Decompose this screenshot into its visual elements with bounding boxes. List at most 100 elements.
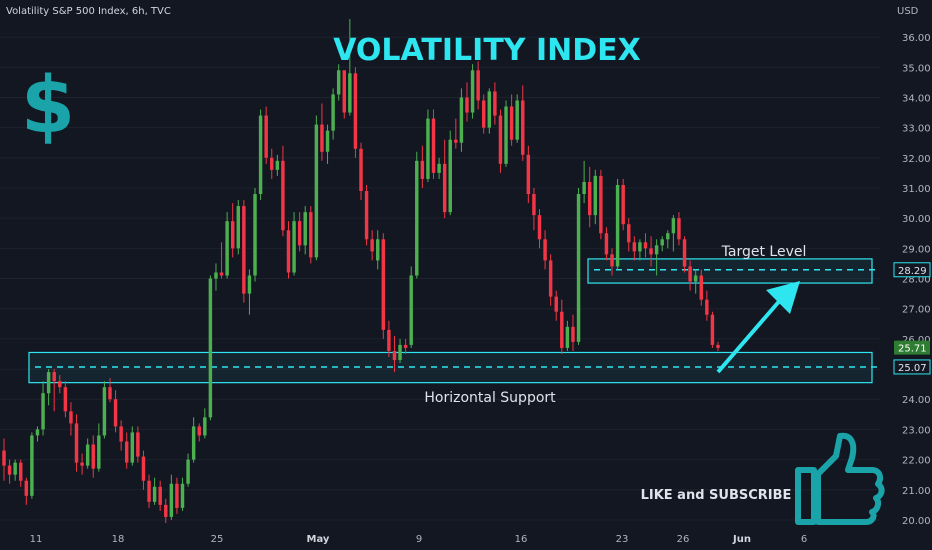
candle bbox=[548, 254, 553, 306]
candle bbox=[69, 402, 73, 436]
y-tick-label: 32.00 bbox=[902, 154, 931, 165]
candle bbox=[275, 154, 280, 176]
candle bbox=[376, 230, 380, 270]
x-tick-label: 6 bbox=[801, 534, 807, 545]
candle bbox=[30, 432, 34, 499]
candle bbox=[97, 423, 101, 472]
candle bbox=[247, 269, 252, 315]
candle bbox=[169, 474, 174, 520]
candle bbox=[710, 311, 715, 348]
x-tick-label: 25 bbox=[211, 534, 224, 545]
y-tick-label: 34.00 bbox=[902, 93, 931, 104]
candle bbox=[359, 142, 363, 201]
y-tick-label: 26.00 bbox=[902, 335, 931, 346]
subscribe-label: LIKE and SUBSCRIBE bbox=[641, 488, 792, 503]
candle bbox=[627, 218, 631, 252]
candle bbox=[705, 290, 709, 321]
zone-box bbox=[28, 351, 880, 384]
zones-layer bbox=[28, 258, 880, 384]
candle bbox=[392, 335, 397, 373]
candle bbox=[532, 187, 536, 231]
candle bbox=[431, 109, 436, 179]
x-tick-label: 11 bbox=[30, 534, 43, 545]
price-tag: 25.07 bbox=[893, 359, 931, 375]
candle bbox=[498, 109, 503, 173]
candles-layer bbox=[2, 18, 720, 523]
candle bbox=[41, 381, 45, 436]
candle bbox=[677, 212, 681, 246]
candle bbox=[571, 314, 575, 351]
y-tick-label: 29.00 bbox=[902, 244, 931, 255]
candle bbox=[24, 477, 29, 505]
y-tick-label: 31.00 bbox=[902, 184, 931, 195]
candle bbox=[197, 423, 201, 442]
candle bbox=[610, 248, 614, 276]
chart-grid bbox=[0, 36, 880, 521]
candle bbox=[158, 480, 162, 511]
dollar-sign-icon: $ bbox=[21, 61, 75, 151]
candle bbox=[331, 88, 335, 140]
candle bbox=[576, 187, 581, 345]
candle bbox=[230, 203, 235, 258]
candle bbox=[442, 139, 447, 219]
candle bbox=[102, 381, 107, 439]
x-tick-label: 9 bbox=[416, 534, 422, 545]
y-tick-label: 30.00 bbox=[902, 214, 931, 225]
x-tick-label: 26 bbox=[677, 534, 690, 545]
candle bbox=[693, 269, 698, 294]
candle bbox=[258, 109, 263, 201]
y-tick-label: 21.00 bbox=[902, 486, 931, 497]
candle bbox=[136, 426, 140, 463]
candle bbox=[699, 269, 703, 306]
candle bbox=[599, 169, 603, 240]
candle bbox=[7, 459, 12, 484]
candle bbox=[632, 236, 637, 261]
candle bbox=[509, 94, 514, 146]
candle bbox=[46, 369, 51, 406]
candle bbox=[565, 320, 570, 351]
y-tick-label: 35.00 bbox=[902, 63, 931, 74]
candle bbox=[314, 115, 319, 261]
price-tag: 25.71 bbox=[894, 340, 930, 355]
y-tick-label: 20.00 bbox=[902, 516, 931, 527]
candle bbox=[147, 474, 151, 508]
candle bbox=[119, 420, 123, 451]
candle bbox=[454, 118, 458, 149]
y-tick-label: 36.00 bbox=[902, 33, 931, 44]
price-tag: 28.29 bbox=[893, 262, 931, 278]
candle bbox=[320, 103, 324, 161]
candle bbox=[521, 85, 525, 161]
candle bbox=[85, 438, 90, 469]
candle bbox=[716, 341, 720, 351]
candle bbox=[526, 145, 531, 204]
candle bbox=[348, 18, 352, 116]
candle bbox=[364, 184, 369, 246]
candle bbox=[297, 212, 302, 252]
zone-box bbox=[587, 258, 880, 284]
candle bbox=[113, 390, 118, 433]
candle bbox=[63, 381, 68, 418]
candle bbox=[214, 263, 218, 291]
currency-label: USD bbox=[897, 6, 919, 17]
candle bbox=[381, 233, 386, 339]
y-tick-label: 27.00 bbox=[902, 305, 931, 316]
candle bbox=[91, 435, 95, 478]
candle bbox=[649, 236, 653, 267]
candle bbox=[470, 64, 475, 119]
candle bbox=[208, 275, 213, 421]
candle bbox=[186, 453, 190, 487]
candle bbox=[688, 260, 692, 291]
candle bbox=[504, 100, 508, 167]
candle bbox=[415, 151, 419, 279]
candle bbox=[124, 432, 129, 469]
candle bbox=[554, 290, 558, 321]
candle bbox=[587, 166, 592, 228]
candle bbox=[180, 477, 185, 511]
candle bbox=[108, 378, 112, 403]
candle bbox=[560, 299, 564, 354]
candle bbox=[264, 106, 268, 164]
x-tick-label: 23 bbox=[616, 534, 629, 545]
candle bbox=[141, 450, 146, 490]
candle bbox=[353, 67, 358, 158]
candle bbox=[654, 239, 659, 276]
